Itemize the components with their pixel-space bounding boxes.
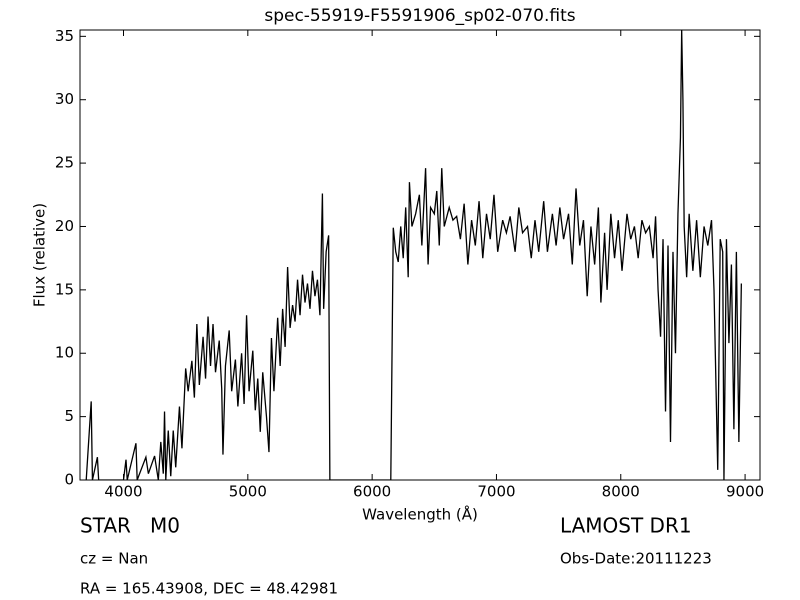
- survey: LAMOST DR1: [560, 514, 692, 538]
- x-axis-label: Wavelength (Å): [362, 505, 478, 524]
- y-axis-label: Flux (relative): [31, 203, 49, 307]
- object-class: STAR M0: [80, 514, 180, 538]
- spectrum-line: [85, 30, 742, 480]
- x-tick-label: 5000: [229, 483, 267, 501]
- y-tick-label: 10: [55, 344, 74, 362]
- x-tick-label: 8000: [602, 483, 640, 501]
- x-tick-label: 4000: [104, 483, 142, 501]
- y-tick-label: 5: [64, 407, 74, 425]
- y-tick-label: 15: [55, 280, 74, 298]
- y-tick-label: 20: [55, 217, 74, 235]
- plot-frame: [79, 29, 761, 481]
- x-tick-label: 9000: [726, 483, 764, 501]
- redshift: cz = Nan: [80, 550, 148, 568]
- x-tick-label: 6000: [353, 483, 391, 501]
- x-tick-label: 7000: [477, 483, 515, 501]
- y-tick-label: 30: [55, 90, 74, 108]
- y-tick-label: 0: [64, 471, 74, 489]
- obs-date: Obs-Date:20111223: [560, 550, 712, 568]
- y-tick-label: 35: [55, 27, 74, 45]
- coordinates: RA = 165.43908, DEC = 48.42981: [80, 580, 338, 598]
- chart-title: spec-55919-F5591906_sp02-070.fits: [264, 6, 575, 26]
- y-tick-label: 25: [55, 154, 74, 172]
